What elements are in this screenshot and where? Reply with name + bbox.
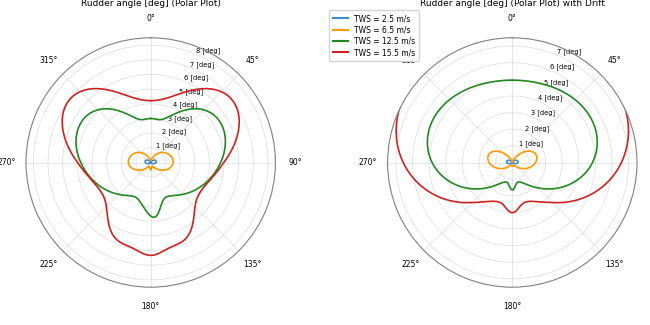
- TWS = 6.5 m/s: [156, 151, 164, 155]
- TWS = 12.5 m/s: [131, 195, 139, 199]
- TWS = 12.5 m/s: [151, 117, 159, 121]
- TWS = 6.5 m/s: [147, 158, 155, 162]
- TWS = 15.5 m/s: [228, 147, 236, 151]
- TWS = 15.5 m/s: [212, 171, 220, 175]
- TWS = 15.5 m/s: [98, 191, 106, 195]
- TWS = 12.5 m/s: [217, 122, 225, 125]
- TWS = 2.5 m/s: [152, 160, 160, 163]
- TWS = 12.5 m/s: [146, 117, 154, 121]
- Line: TWS = 12.5 m/s: TWS = 12.5 m/s: [76, 109, 226, 217]
- TWS = 6.5 m/s: [147, 158, 155, 162]
- TWS = 6.5 m/s: [147, 158, 155, 162]
- TWS = 2.5 m/s: [149, 159, 157, 162]
- TWS = 15.5 m/s: [196, 191, 203, 195]
- TWS = 12.5 m/s: [147, 117, 155, 121]
- TWS = 2.5 m/s: [145, 162, 153, 165]
- TWS = 6.5 m/s: [139, 168, 147, 172]
- TWS = 12.5 m/s: [221, 148, 229, 152]
- TWS = 12.5 m/s: [113, 192, 121, 196]
- TWS = 2.5 m/s: [151, 161, 159, 165]
- TWS = 2.5 m/s: [147, 161, 155, 164]
- TWS = 2.5 m/s: [147, 161, 155, 164]
- TWS = 2.5 m/s: [147, 161, 155, 164]
- TWS = 15.5 m/s: [146, 99, 154, 103]
- TWS = 15.5 m/s: [147, 99, 155, 103]
- Line: TWS = 15.5 m/s: TWS = 15.5 m/s: [62, 89, 239, 255]
- Title: Rudder angle [deg] (Polar Plot): Rudder angle [deg] (Polar Plot): [81, 0, 220, 7]
- TWS = 6.5 m/s: [135, 168, 143, 172]
- TWS = 2.5 m/s: [147, 161, 155, 164]
- TWS = 2.5 m/s: [152, 159, 160, 163]
- TWS = 2.5 m/s: [146, 161, 154, 165]
- Title: Rudder angle [deg] (Polar Plot) with Drift: Rudder angle [deg] (Polar Plot) with Dri…: [420, 0, 604, 7]
- TWS = 15.5 m/s: [102, 202, 110, 206]
- TWS = 12.5 m/s: [211, 171, 218, 175]
- Legend: TWS = 2.5 m/s, TWS = 6.5 m/s, TWS = 12.5 m/s, TWS = 15.5 m/s: TWS = 2.5 m/s, TWS = 6.5 m/s, TWS = 12.5…: [329, 10, 419, 61]
- TWS = 12.5 m/s: [103, 188, 111, 192]
- TWS = 15.5 m/s: [154, 98, 162, 102]
- TWS = 6.5 m/s: [168, 164, 176, 168]
- TWS = 12.5 m/s: [198, 107, 205, 111]
- TWS = 15.5 m/s: [215, 89, 223, 93]
- Line: TWS = 6.5 m/s: TWS = 6.5 m/s: [128, 152, 173, 170]
- TWS = 6.5 m/s: [169, 159, 177, 163]
- TWS = 15.5 m/s: [229, 99, 237, 103]
- TWS = 6.5 m/s: [168, 157, 176, 161]
- Line: TWS = 2.5 m/s: TWS = 2.5 m/s: [145, 160, 156, 164]
